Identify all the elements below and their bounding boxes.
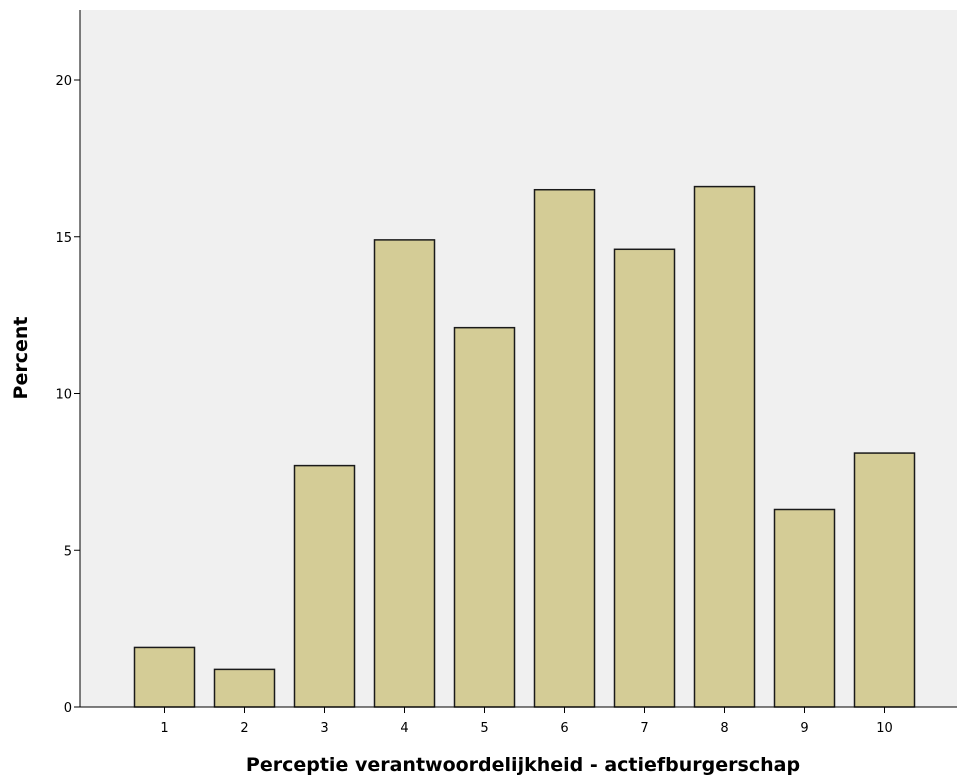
x-tick-label: 5 — [480, 721, 488, 736]
bar-10 — [853, 452, 916, 708]
x-tick-label: 3 — [320, 721, 328, 736]
x-tick-label: 9 — [800, 721, 808, 736]
y-tick-label: 10 — [55, 388, 72, 403]
x-axis-title: Perceptie verantwoordelijkheid - actiefb… — [246, 754, 800, 776]
bar-2 — [213, 668, 276, 708]
y-tick-label: 20 — [55, 74, 72, 89]
y-axis-ticks: 0 5 10 15 20 — [55, 74, 80, 716]
x-tick-label: 2 — [240, 721, 248, 736]
y-tick-label: 0 — [64, 701, 72, 716]
bar-6 — [533, 188, 596, 708]
bar-7 — [613, 248, 676, 708]
x-tick-label: 6 — [560, 721, 568, 736]
bar-8 — [693, 185, 756, 708]
y-tick-label: 5 — [64, 544, 72, 559]
bar-5 — [453, 326, 516, 708]
x-tick-label: 1 — [160, 721, 168, 736]
x-tick-label: 8 — [720, 721, 728, 736]
bar-4 — [373, 239, 436, 708]
bar-3 — [293, 464, 356, 708]
bars — [133, 185, 916, 708]
x-tick-label: 10 — [876, 721, 893, 736]
x-axis-ticks: 1 2 3 4 5 6 7 8 9 10 — [160, 707, 893, 736]
bar-9 — [773, 508, 836, 708]
y-tick-label: 15 — [55, 231, 72, 246]
x-tick-label: 4 — [400, 721, 408, 736]
bar-1 — [133, 646, 196, 708]
x-tick-label: 7 — [640, 721, 648, 736]
y-axis-title: Percent — [10, 317, 32, 400]
